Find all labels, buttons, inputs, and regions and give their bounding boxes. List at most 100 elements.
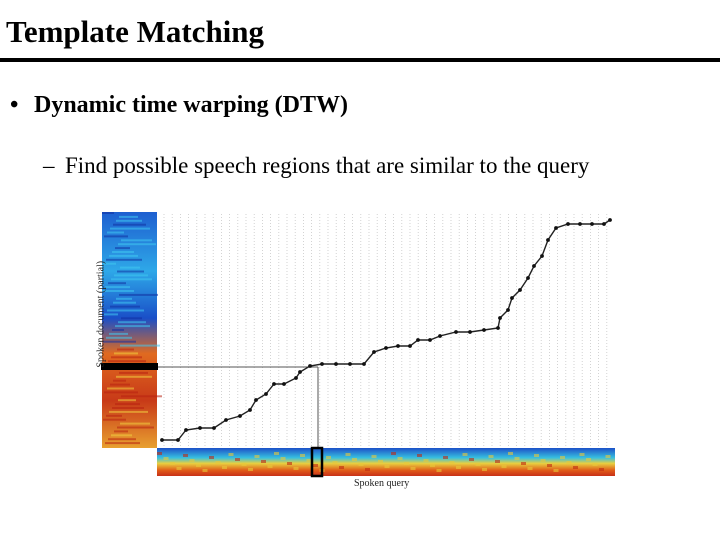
spectrogram-streak <box>378 460 383 463</box>
spectrogram-streak <box>495 460 500 463</box>
warping-path-point <box>482 328 486 332</box>
warping-path-point <box>496 326 500 330</box>
spectrogram-streak <box>196 464 201 467</box>
spectrogram-streak <box>119 371 148 374</box>
spectrogram-streak <box>339 466 344 469</box>
spectrogram-streak <box>358 463 364 466</box>
bullet-item: • Dynamic time warping (DTW) <box>10 92 348 119</box>
bullet-marker: • <box>10 92 19 118</box>
spectrogram-streak <box>540 459 546 462</box>
spectrogram-streak <box>119 215 138 218</box>
warping-path-point <box>416 338 420 342</box>
spectrogram-streak <box>107 387 134 390</box>
warping-path-point <box>454 330 458 334</box>
spectrogram-streak <box>326 456 331 459</box>
spectrogram-streak <box>108 438 136 441</box>
spectrogram-streak <box>108 282 126 285</box>
warping-path-point <box>498 316 502 320</box>
y-axis-label: Spoken document (partial) <box>95 260 107 368</box>
spectrogram-streak <box>599 468 604 471</box>
spectrogram-streak <box>170 462 175 465</box>
spectrogram-streak <box>103 418 126 421</box>
spectrogram-streak <box>103 340 136 343</box>
spectrogram-streak <box>469 458 474 461</box>
spectrogram-streak <box>119 293 158 296</box>
spectrogram-streak <box>120 344 160 347</box>
warping-path-point <box>428 338 432 342</box>
spectrogram-streak <box>120 422 150 425</box>
warping-path-point <box>608 218 612 222</box>
spectrogram-streak <box>107 231 124 234</box>
spectrogram-streak <box>209 456 214 459</box>
spectrogram-streak <box>605 455 611 458</box>
spectrogram-streak <box>107 309 144 312</box>
spectrogram-streak <box>116 375 152 378</box>
warping-path-point <box>272 382 276 386</box>
warping-path-point <box>532 264 536 268</box>
warping-path-point <box>468 330 472 334</box>
spectrogram-streak <box>120 266 140 269</box>
spectrogram-streak <box>475 463 481 466</box>
spectrogram-streak <box>300 454 305 457</box>
spectrogram-streak <box>456 466 461 469</box>
warping-path-point <box>264 392 268 396</box>
warping-path-point <box>198 426 202 430</box>
warping-path-point <box>566 222 570 226</box>
spectrogram-streak <box>235 458 240 461</box>
spectrogram-streak <box>254 455 260 458</box>
spectrogram-streak <box>108 360 146 363</box>
spectrogram-streak <box>248 468 253 471</box>
warping-path-point <box>320 362 324 366</box>
spectrogram-streak <box>111 356 142 359</box>
spectrogram-streak <box>105 442 140 445</box>
spectrogram-streak <box>501 465 507 468</box>
query-spectrogram <box>157 448 615 476</box>
spectrogram-streak <box>118 243 156 246</box>
spectrogram-streak <box>110 305 140 308</box>
spectrogram-streak <box>110 227 150 230</box>
spectrogram-streak <box>183 454 188 457</box>
warping-path-point <box>372 350 376 354</box>
spectrogram-streak <box>371 455 377 458</box>
spectrogram-streak <box>109 254 138 257</box>
spectrogram-streak <box>163 457 169 460</box>
spectrogram-streak <box>176 467 182 470</box>
warping-path-point <box>408 344 412 348</box>
spectrogram-streak <box>449 461 455 464</box>
document-match-marker <box>101 363 158 370</box>
warping-path-point <box>282 382 286 386</box>
match-indicators <box>101 363 324 478</box>
spectrogram-streak <box>410 467 416 470</box>
warping-path-point <box>176 438 180 442</box>
spectrogram-streak <box>121 239 152 242</box>
spectrogram-streak <box>261 460 266 463</box>
warping-path-point <box>546 238 550 242</box>
dtw-warping-path <box>160 218 612 442</box>
spectrogram-streak <box>241 463 247 466</box>
spectrogram-streak <box>215 461 221 464</box>
spectrogram-streak <box>112 407 144 409</box>
spectrogram-streak <box>332 461 338 464</box>
spectrogram-streak <box>114 352 138 355</box>
spectrogram-streak <box>228 453 234 456</box>
spectrogram-streak <box>586 458 591 461</box>
spectrogram-streak <box>106 414 122 417</box>
warping-path-point <box>294 376 298 380</box>
warping-path-point <box>362 362 366 366</box>
spectrogram-streak <box>404 462 409 465</box>
spectrogram-streak <box>115 403 140 406</box>
spectrogram-streak <box>345 453 351 456</box>
spectrogram-streak <box>573 466 578 469</box>
warping-path-point <box>184 428 188 432</box>
slide-title: Template Matching <box>6 14 265 49</box>
document-spectrogram <box>102 212 162 448</box>
alignment-grid <box>163 214 608 447</box>
spectrogram-streak <box>462 453 468 456</box>
spectrogram-streak <box>313 464 318 467</box>
spectrogram-streak <box>592 463 598 466</box>
spectrogram-streak <box>287 462 292 465</box>
spectrogram-streak <box>104 391 138 394</box>
spectrogram-streak <box>384 465 390 468</box>
spectrogram-streak <box>113 223 146 226</box>
spectrogram-streak <box>430 464 435 467</box>
